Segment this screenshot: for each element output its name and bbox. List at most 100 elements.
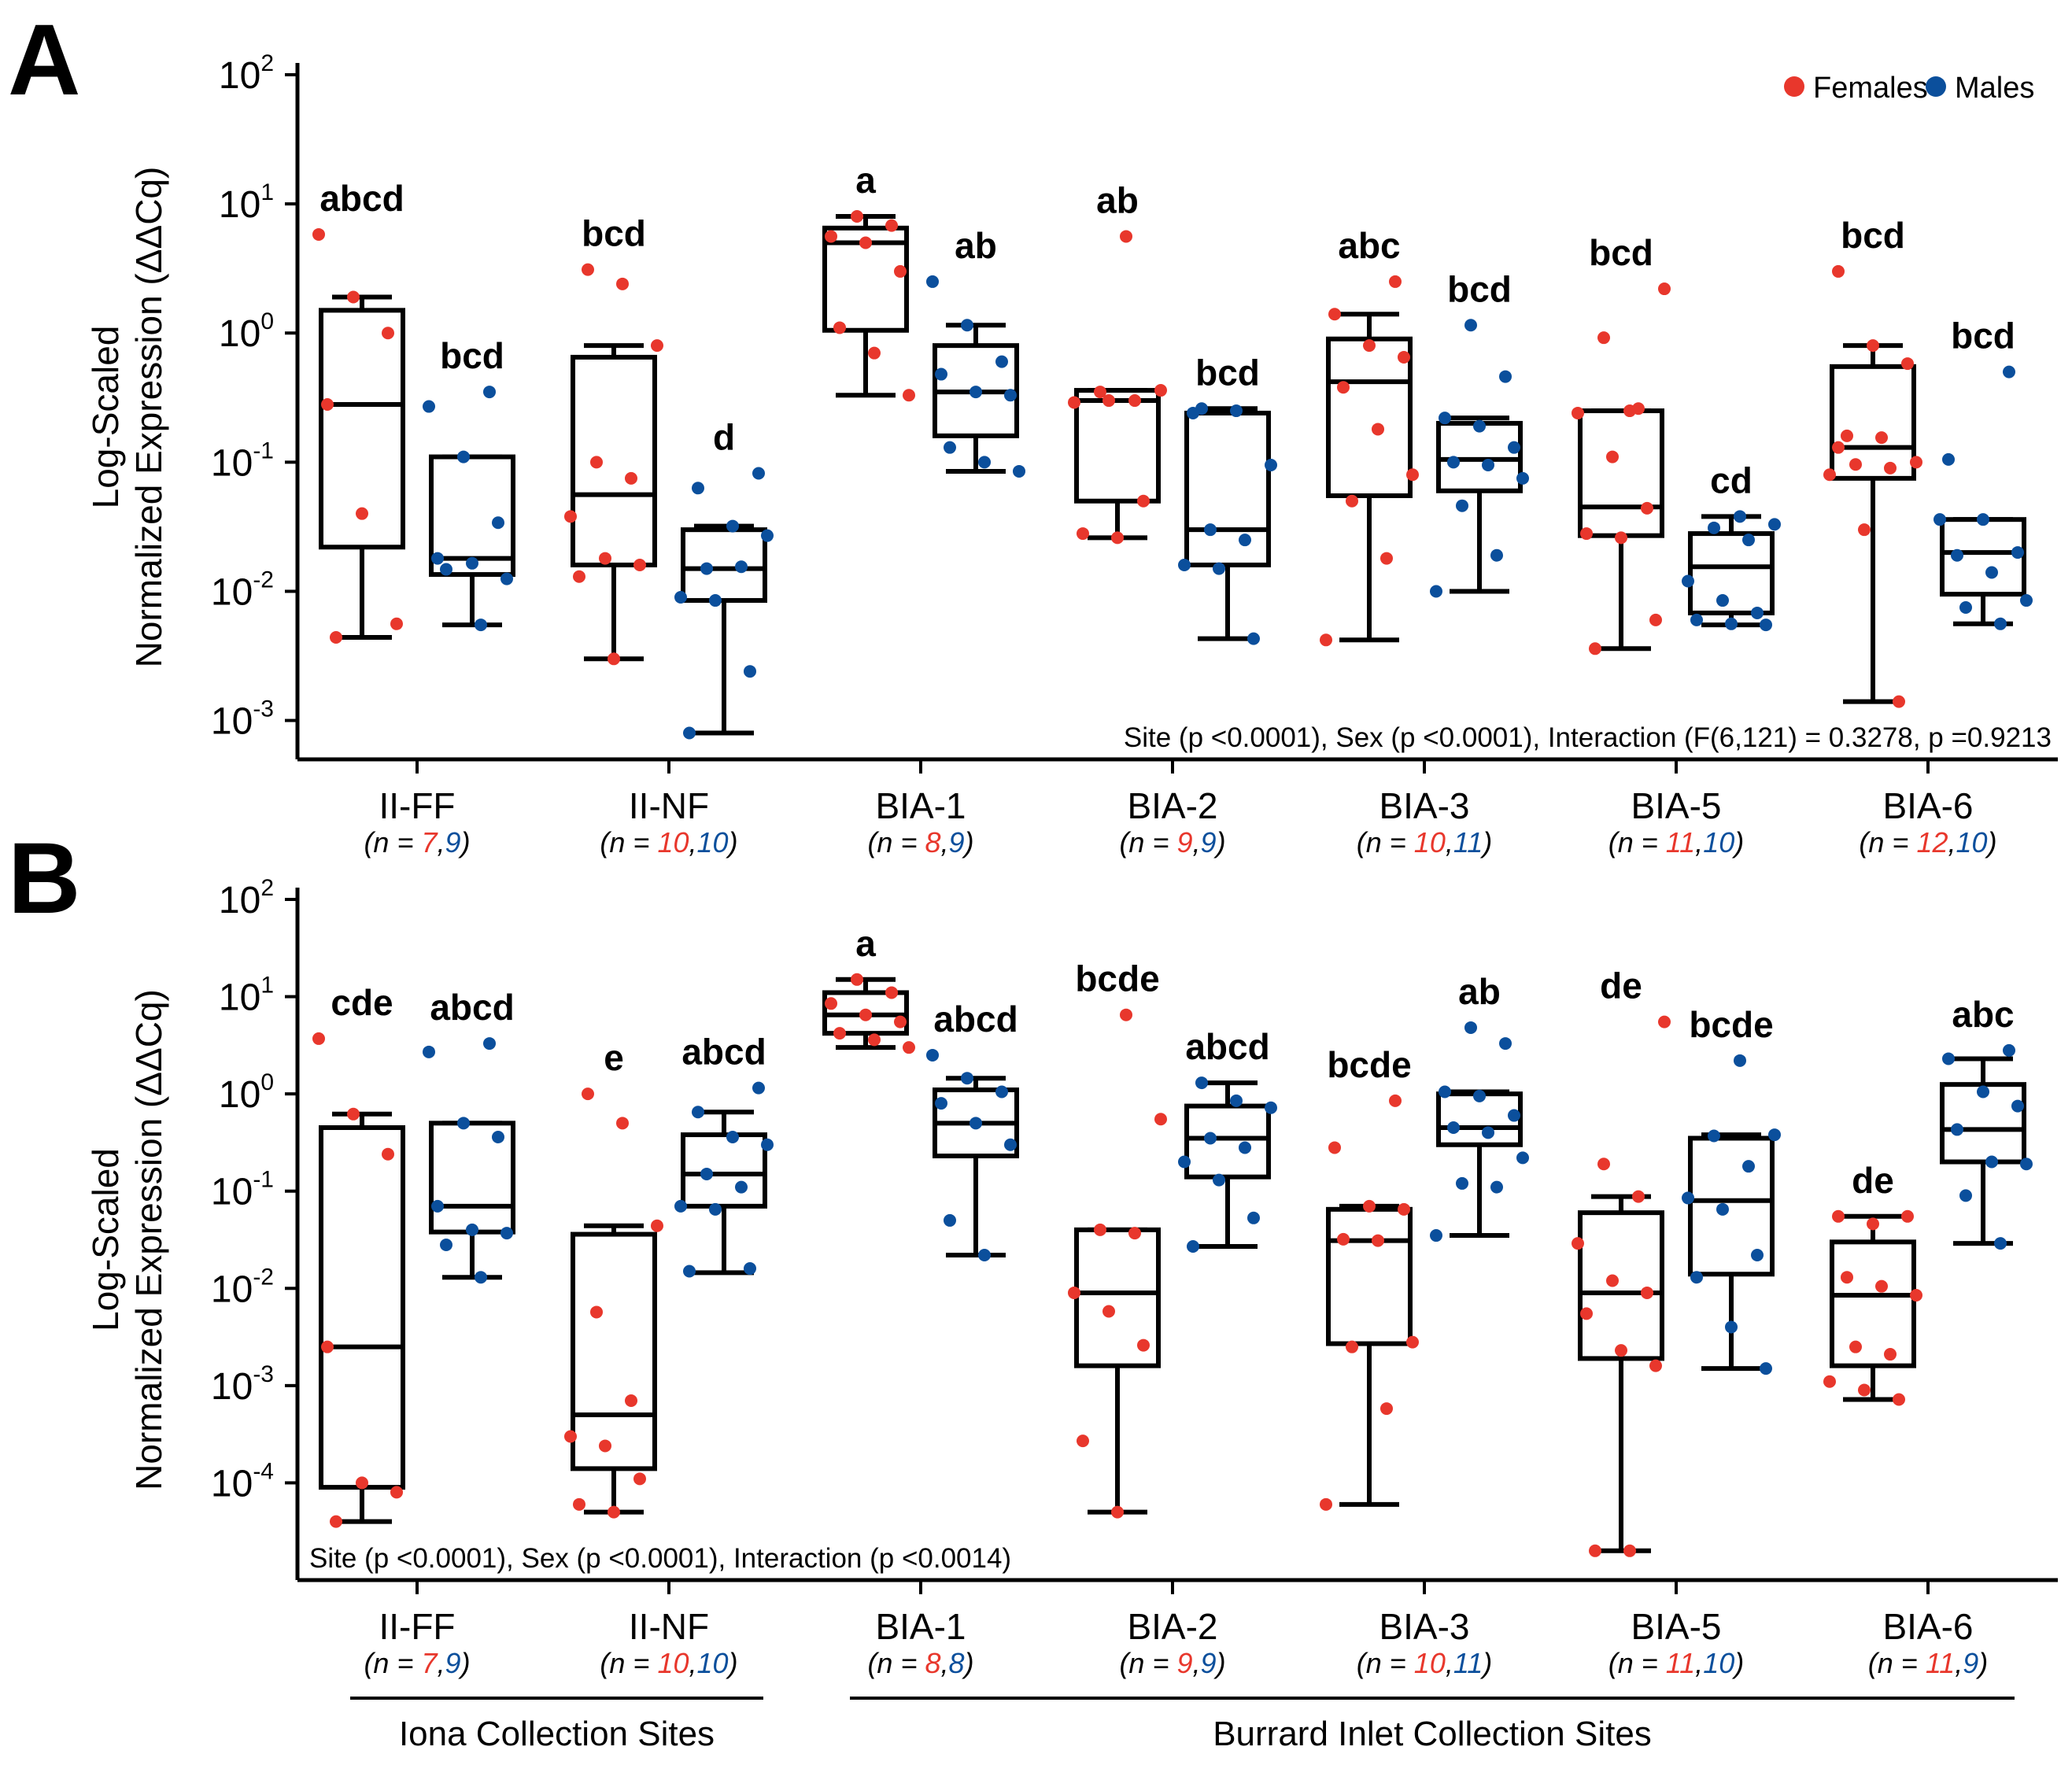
data-point-male: [1959, 600, 1972, 614]
y-tick-label: 100: [219, 1069, 274, 1116]
data-point-male: [1994, 1237, 2007, 1250]
data-point-male: [683, 726, 696, 740]
data-point-female: [1102, 394, 1115, 408]
data-point-male: [995, 1085, 1008, 1099]
box-iqr: [319, 1124, 405, 1490]
data-point-male: [761, 529, 774, 542]
box-iqr: [1830, 1239, 1916, 1368]
sample-size-label: (n = 10,10): [600, 1647, 737, 1679]
data-point-male: [1499, 1037, 1512, 1051]
data-point-male: [1734, 510, 1746, 523]
data-point-male: [1265, 1101, 1277, 1114]
data-point-female: [1849, 1340, 1862, 1353]
box-iqr: [681, 527, 767, 604]
data-point-male: [744, 1262, 756, 1276]
data-point-male: [935, 367, 947, 381]
data-point-male: [674, 590, 687, 604]
group-label: Iona Collection Sites: [399, 1715, 715, 1753]
data-point-male: [1977, 513, 1989, 526]
data-point-female: [1137, 494, 1150, 508]
data-point-male: [1464, 1021, 1477, 1034]
box-iqr: [1578, 1210, 1664, 1361]
data-point-female: [1068, 1286, 1080, 1299]
data-point-female: [564, 1430, 577, 1443]
data-point-male: [1473, 1089, 1486, 1102]
data-point-male: [1725, 1320, 1738, 1334]
data-point-female: [833, 321, 846, 334]
significance-letters: abcd: [681, 1032, 766, 1073]
data-point-female: [382, 1147, 394, 1161]
data-point-male: [1942, 1052, 1955, 1065]
data-point-female: [851, 210, 863, 223]
data-point-female: [347, 290, 360, 304]
data-point-female: [1372, 1234, 1384, 1247]
data-point-male: [1760, 1362, 1772, 1375]
box-male: abcd: [1178, 1026, 1277, 1253]
sample-size-label: (n = 10,10): [600, 826, 737, 858]
data-point-female: [903, 389, 915, 402]
significance-letters: ab: [1096, 179, 1139, 220]
data-point-male: [1004, 1138, 1017, 1151]
data-point-female: [1884, 1348, 1897, 1361]
significance-letters: abcd: [1185, 1026, 1269, 1067]
data-point-female: [1128, 394, 1141, 408]
data-point-female: [1346, 1340, 1358, 1353]
data-point-female: [868, 346, 881, 360]
significance-letters: bcd: [1589, 232, 1653, 273]
sample-size-label: (n = 10,11): [1357, 826, 1492, 858]
data-point-male: [709, 594, 722, 607]
sample-size-label: (n = 9,9): [1119, 1647, 1225, 1679]
data-point-female: [1910, 456, 1922, 469]
data-point-female: [590, 1305, 603, 1319]
significance-letters: d: [713, 417, 735, 458]
data-point-male: [961, 1072, 973, 1085]
data-point-male: [1751, 1248, 1764, 1261]
box-male: abcd: [423, 987, 515, 1284]
data-point-female: [1320, 633, 1332, 647]
data-point-female: [616, 1117, 629, 1130]
data-point-male: [944, 441, 956, 454]
box-iqr: [1326, 336, 1413, 498]
data-point-female: [1875, 1279, 1888, 1293]
data-point-female: [825, 997, 837, 1010]
data-point-female: [1641, 501, 1653, 515]
data-point-male: [1985, 566, 1998, 579]
data-point-female: [1094, 386, 1106, 399]
data-point-male: [1204, 523, 1217, 537]
data-point-female: [1841, 1271, 1853, 1284]
data-point-male: [1430, 1229, 1442, 1243]
data-point-male: [752, 467, 765, 480]
significance-letters: bcd: [1841, 215, 1905, 256]
data-point-female: [608, 652, 620, 666]
data-point-male: [1230, 1094, 1243, 1107]
data-point-male: [1716, 1202, 1729, 1216]
box-iqr: [1436, 1091, 1523, 1147]
data-point-male: [457, 450, 470, 463]
y-tick-label: 10-2: [211, 1264, 274, 1310]
data-point-male: [1213, 1173, 1225, 1187]
data-point-male: [1204, 1132, 1217, 1145]
data-point-male: [1499, 370, 1512, 383]
data-point-male: [1725, 617, 1738, 630]
data-point-male: [2011, 546, 2024, 559]
data-point-female: [1597, 1158, 1610, 1171]
data-point-male: [1456, 499, 1468, 512]
data-point-male: [1430, 585, 1442, 598]
data-point-female: [1832, 1209, 1845, 1223]
data-point-male: [1751, 606, 1764, 619]
x-tick-label: BIA-2: [1127, 785, 1217, 826]
data-point-male: [1734, 1054, 1746, 1067]
data-point-female: [608, 1505, 620, 1519]
legend-label: Females: [1813, 72, 1928, 105]
data-point-female: [1380, 1402, 1393, 1416]
data-point-male: [995, 355, 1008, 368]
x-tick-label: BIA-5: [1631, 1606, 1721, 1647]
data-point-female: [1832, 264, 1845, 278]
significance-letters: bcd: [1447, 268, 1512, 309]
data-point-female: [599, 552, 611, 565]
data-point-male: [970, 1117, 982, 1130]
data-point-female: [1867, 339, 1879, 353]
data-point-female: [894, 264, 907, 278]
data-point-female: [1328, 308, 1341, 321]
data-point-female: [590, 456, 603, 469]
